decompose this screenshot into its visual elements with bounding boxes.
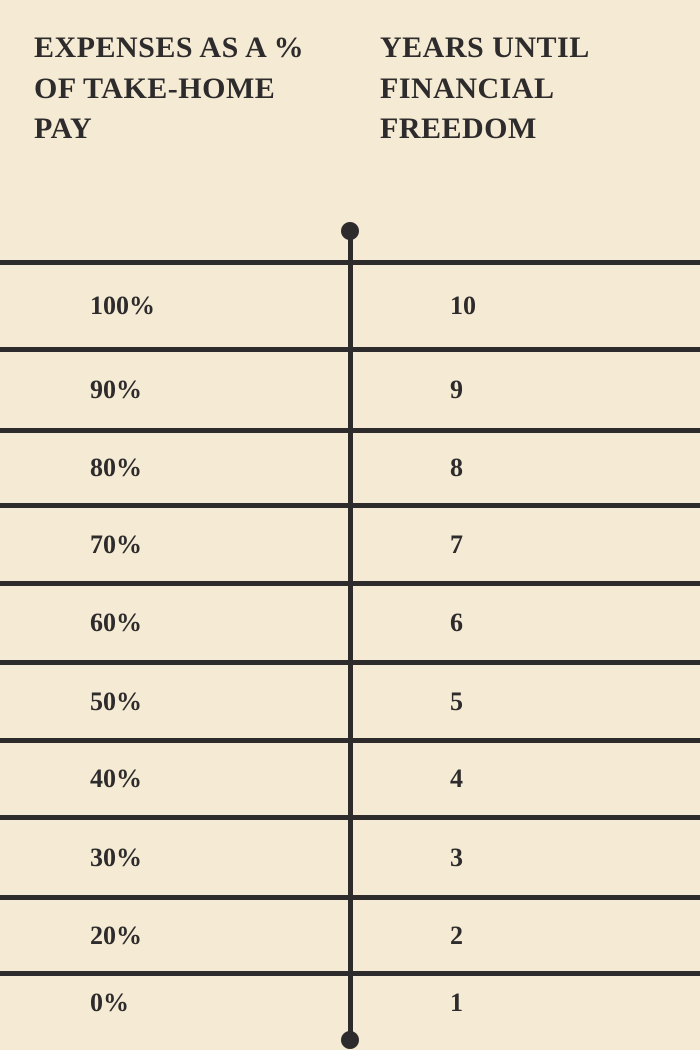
divider-dot-bottom	[341, 1031, 359, 1049]
cell-expenses: 40%	[90, 764, 142, 794]
cell-expenses: 100%	[90, 291, 155, 321]
table-row: 30% 3	[0, 820, 700, 895]
cell-years: 5	[450, 687, 463, 717]
table-row: 70% 7	[0, 508, 700, 581]
table-row: 20% 2	[0, 900, 700, 971]
table-row: 0% 1	[0, 976, 700, 1030]
cell-years: 2	[450, 921, 463, 951]
table-row: 40% 4	[0, 743, 700, 815]
table-row: 60% 6	[0, 586, 700, 660]
cell-years: 9	[450, 375, 463, 405]
heading-years: YEARS UNTIL FINANCIAL FREEDOM	[380, 28, 680, 150]
cell-years: 1	[450, 988, 463, 1018]
cell-years: 6	[450, 608, 463, 638]
cell-expenses: 60%	[90, 608, 142, 638]
cell-years: 8	[450, 453, 463, 483]
cell-years: 7	[450, 530, 463, 560]
table-row: 100% 10	[0, 265, 700, 347]
cell-expenses: 0%	[90, 988, 129, 1018]
heading-expenses: EXPENSES AS A % OF TAKE-HOME PAY	[34, 28, 314, 150]
cell-expenses: 80%	[90, 453, 142, 483]
table-row: 90% 9	[0, 352, 700, 428]
cell-years: 10	[450, 291, 476, 321]
cell-expenses: 20%	[90, 921, 142, 951]
cell-expenses: 90%	[90, 375, 142, 405]
cell-expenses: 30%	[90, 843, 142, 873]
cell-expenses: 50%	[90, 687, 142, 717]
table-row: 50% 5	[0, 665, 700, 738]
cell-years: 4	[450, 764, 463, 794]
data-table: 100% 10 90% 9 80% 8 70% 7 60% 6 50% 5	[0, 260, 700, 1030]
table-row: 80% 8	[0, 433, 700, 503]
cell-years: 3	[450, 843, 463, 873]
cell-expenses: 70%	[90, 530, 142, 560]
infographic-page: EXPENSES AS A % OF TAKE-HOME PAY YEARS U…	[0, 0, 700, 1050]
